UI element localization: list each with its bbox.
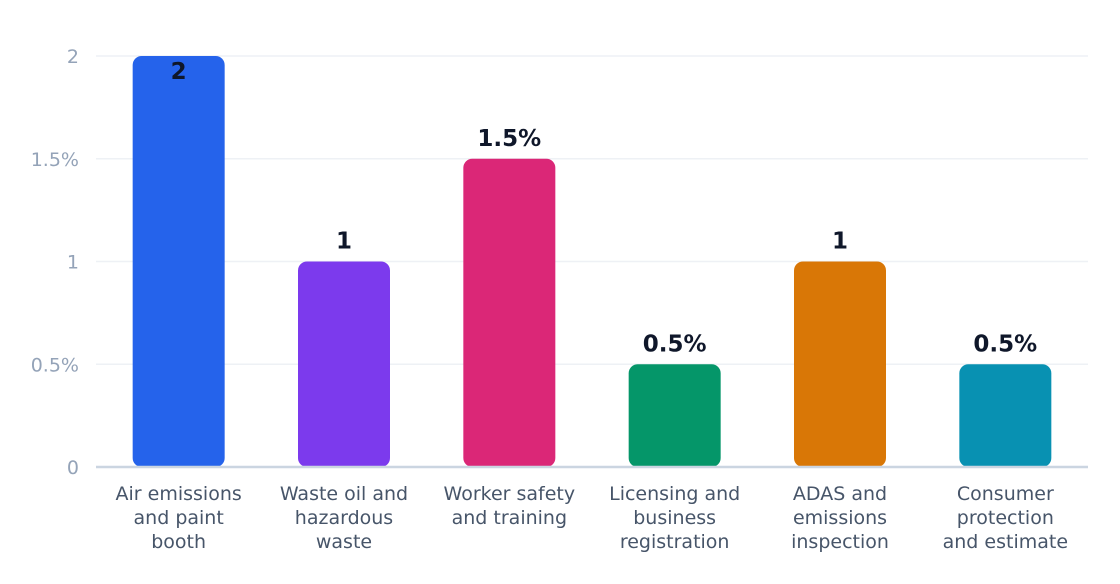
x-category-label: Consumer protection and estimate xyxy=(943,483,1068,553)
x-category-label-line: booth xyxy=(151,531,206,553)
grid-lines xyxy=(96,55,1088,365)
x-category-label-line: Consumer xyxy=(957,483,1054,505)
x-category-label: Licensing and business registration xyxy=(609,483,740,553)
y-axis-ticks: 0 0.5% 1 1.5% 2 xyxy=(31,46,79,479)
bar xyxy=(959,364,1052,467)
x-category-label-line: and estimate xyxy=(943,531,1068,553)
bars xyxy=(132,56,1052,467)
bar xyxy=(794,261,886,467)
x-category-label: Worker safety and training xyxy=(444,483,576,529)
data-label: 0.5% xyxy=(973,331,1037,357)
x-category-label-line: waste xyxy=(316,531,372,553)
data-label: 1 xyxy=(832,229,848,255)
x-category-label-line: inspection xyxy=(791,531,889,553)
x-category-label-line: hazardous xyxy=(295,507,393,529)
x-category-label-line: Worker safety xyxy=(444,483,576,505)
data-labels: 2 1 1.5% 0.5% 1 0.5% xyxy=(171,59,1038,357)
x-category-label: Air emissions and paint booth xyxy=(116,483,242,553)
y-tick-label: 1 xyxy=(67,252,79,274)
x-category-label-line: Waste oil and xyxy=(280,483,408,505)
x-category-label: ADAS and emissions inspection xyxy=(791,483,889,553)
bar xyxy=(628,364,721,467)
data-label: 0.5% xyxy=(643,331,707,357)
x-category-label-line: and paint xyxy=(134,507,224,529)
y-tick-label: 0.5% xyxy=(31,354,79,376)
data-label: 1 xyxy=(336,229,352,255)
data-label: 2 xyxy=(171,59,187,85)
bar xyxy=(132,56,225,467)
data-label: 1.5% xyxy=(477,126,541,152)
x-axis-categories: Air emissions and paint booth Waste oil and… xyxy=(116,483,1068,553)
x-category-label-line: and training xyxy=(452,507,567,529)
y-tick-label: 0 xyxy=(67,457,79,479)
x-category-label: Waste oil and hazardous waste xyxy=(280,483,408,553)
x-category-label-line: registration xyxy=(620,531,730,553)
y-tick-label: 1.5% xyxy=(31,149,79,171)
x-category-label-line: business xyxy=(633,507,716,529)
y-tick-label: 2 xyxy=(67,46,79,68)
bar xyxy=(298,261,390,467)
x-category-label-line: Licensing and xyxy=(609,483,740,505)
x-category-label-line: Air emissions xyxy=(116,483,242,505)
bar xyxy=(463,158,556,467)
x-category-label-line: ADAS and xyxy=(793,483,887,505)
x-category-label-line: emissions xyxy=(793,507,887,529)
x-category-label-line: protection xyxy=(957,507,1054,529)
